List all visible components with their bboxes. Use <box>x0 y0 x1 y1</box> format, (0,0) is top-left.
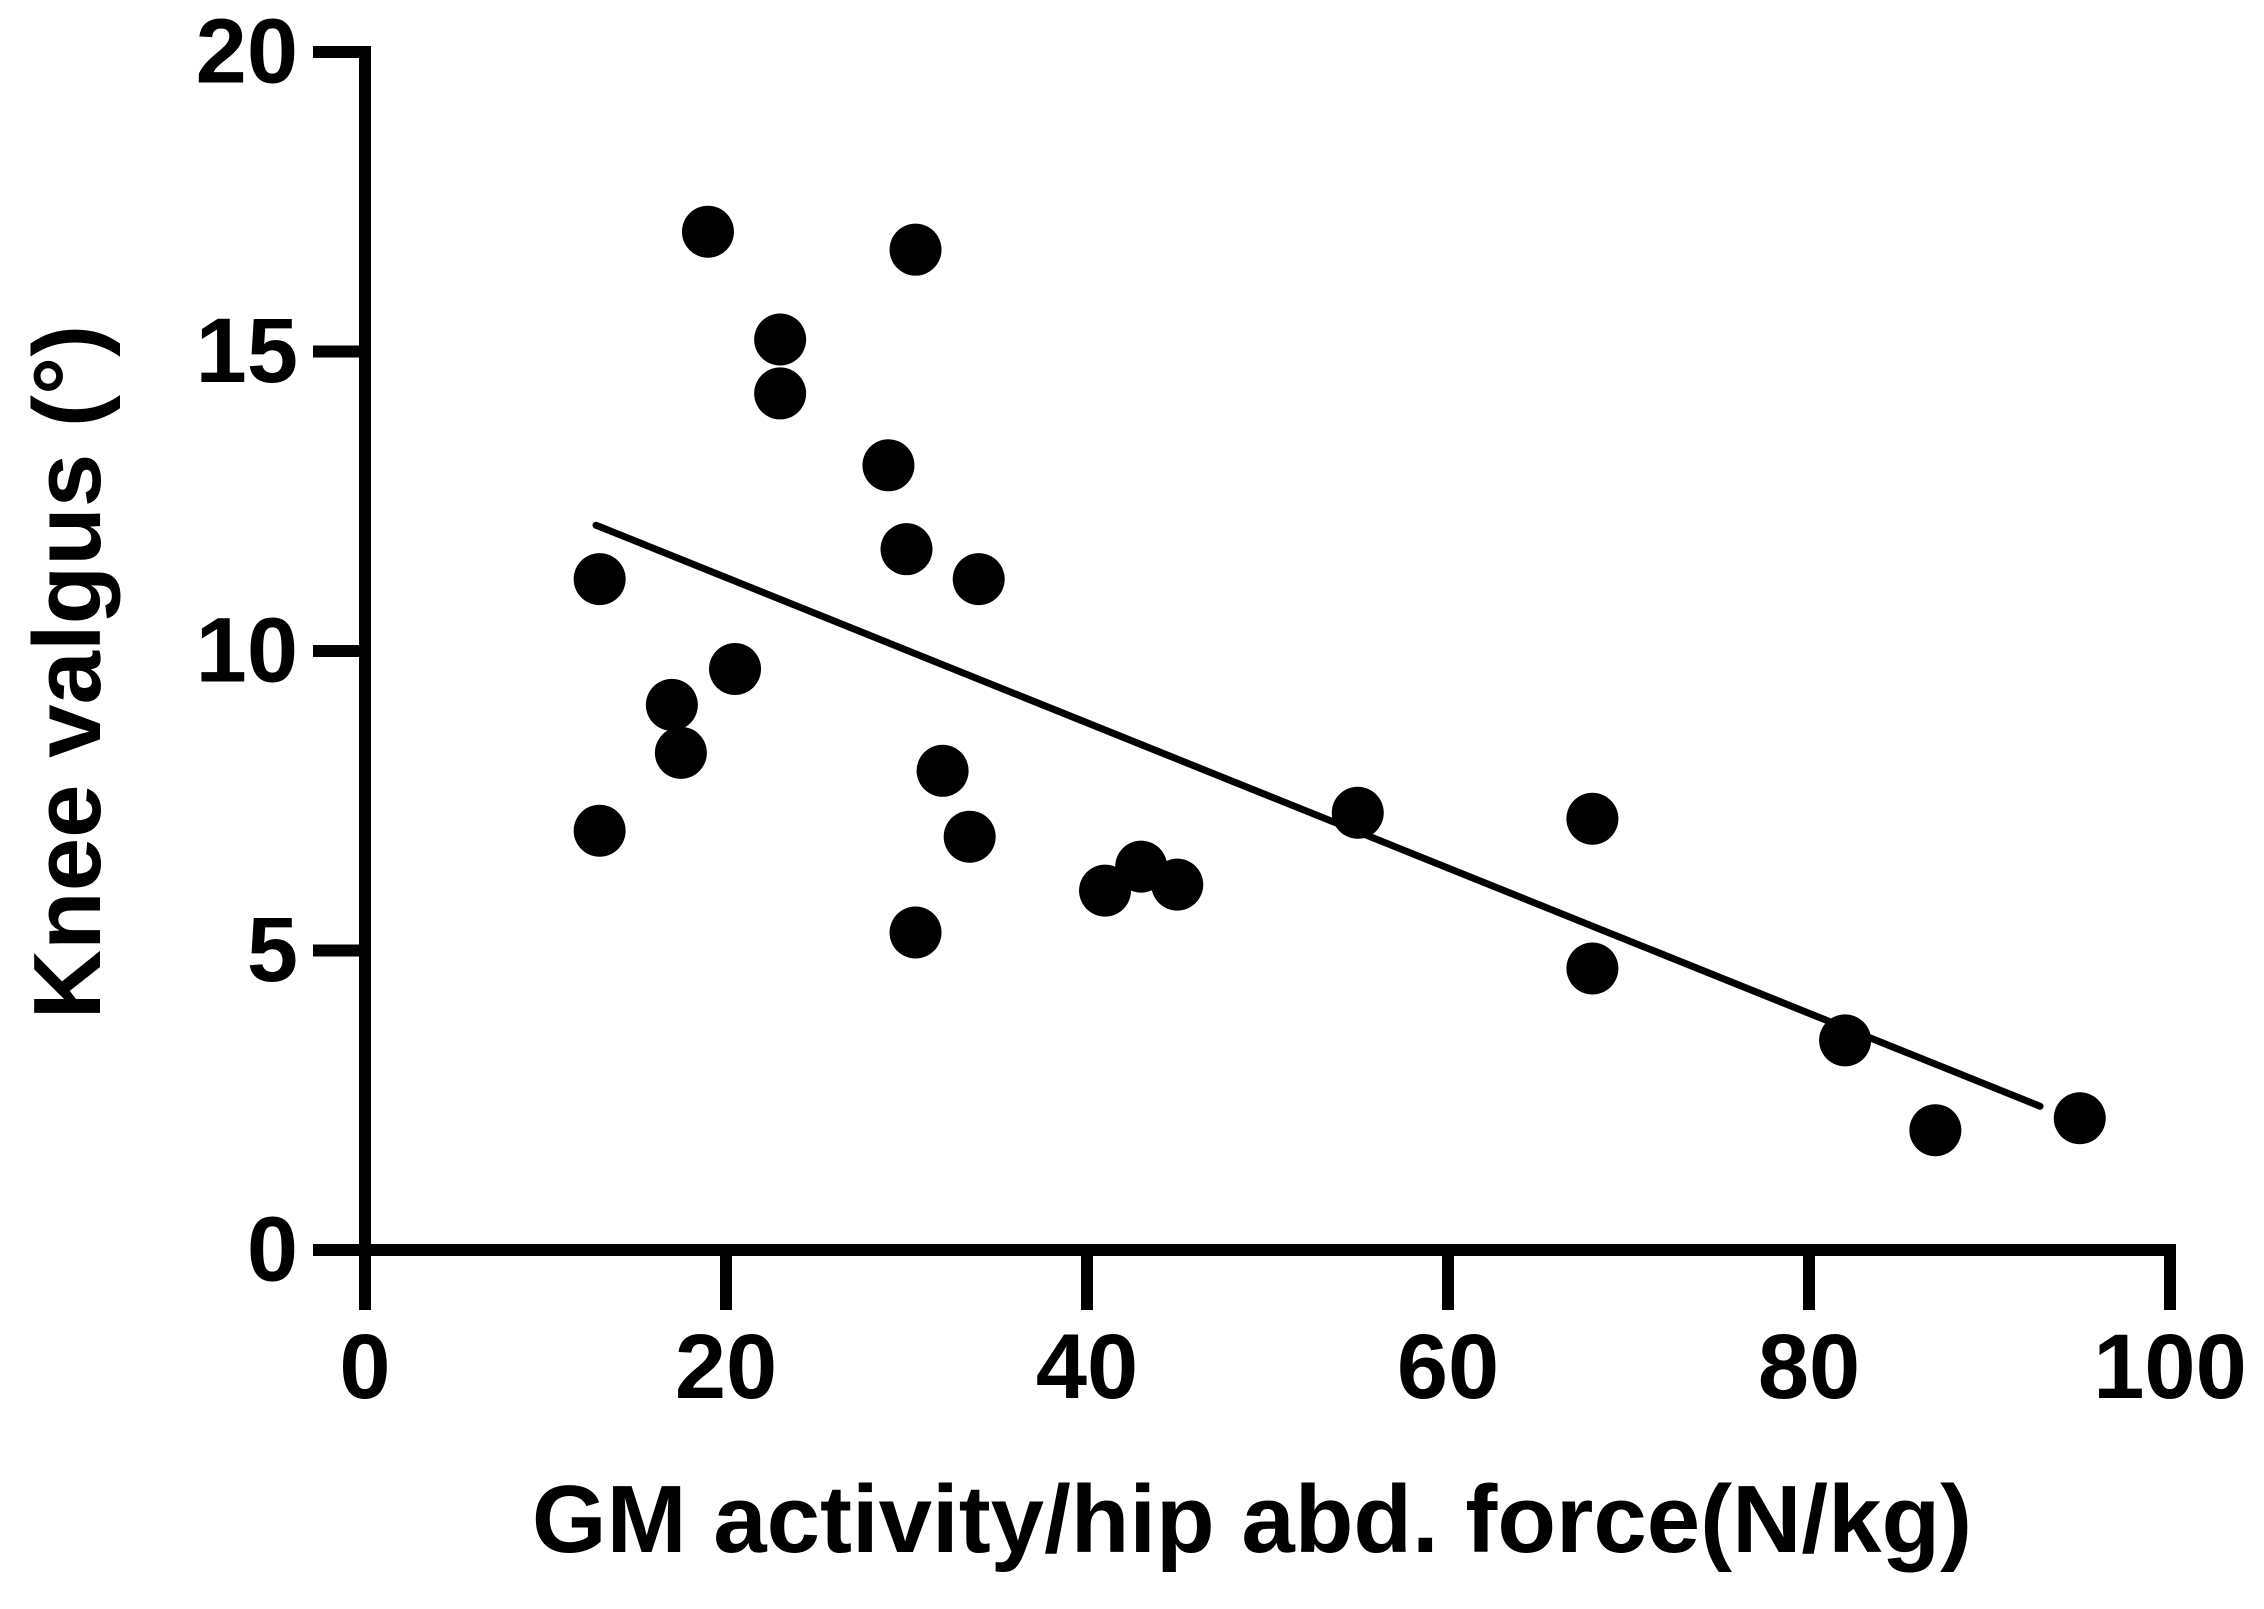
data-point <box>952 553 1005 606</box>
data-point <box>889 906 942 959</box>
data-point <box>862 439 915 492</box>
data-point <box>889 223 942 276</box>
x-axis-tick-label: 20 <box>675 1316 777 1418</box>
data-point <box>1151 858 1204 911</box>
data-point <box>1819 1014 1872 1067</box>
x-axis-tick-label: 40 <box>1036 1316 1138 1418</box>
data-point <box>880 523 933 576</box>
data-point <box>681 205 734 258</box>
data-point <box>1566 792 1619 845</box>
y-axis-tick-label: 15 <box>196 300 298 402</box>
x-axis-tick-label: 80 <box>1758 1316 1860 1418</box>
data-point <box>943 810 996 863</box>
y-axis-tick-label: 5 <box>247 899 298 1001</box>
y-axis-title: Knee valgus (°) <box>14 325 121 1020</box>
axis-tick-labels: 0 20 40 60 80 100 0 5 10 15 20 <box>196 0 2247 1418</box>
regression-line <box>592 521 2044 1110</box>
data-point <box>573 553 626 606</box>
data-point <box>754 367 807 420</box>
data-point <box>754 313 807 366</box>
data-point <box>1909 1104 1962 1157</box>
data-point <box>654 726 707 779</box>
data-point <box>573 804 626 857</box>
y-axis-tick-label: 20 <box>196 0 298 102</box>
x-axis-tick-label: 100 <box>2093 1316 2247 1418</box>
x-axis-title: GM activity/hip abd. force(N/kg) <box>532 1466 1972 1573</box>
data-point <box>916 744 969 797</box>
data-point <box>2053 1092 2106 1145</box>
data-point <box>1331 786 1384 839</box>
x-axis-tick-label: 0 <box>339 1316 390 1418</box>
data-points <box>573 205 2106 1157</box>
y-axis-tick-label: 10 <box>196 599 298 701</box>
axis-ticks <box>313 46 2176 1310</box>
data-point <box>709 642 762 695</box>
y-axis-tick-label: 0 <box>247 1198 298 1300</box>
x-axis-tick-label: 60 <box>1397 1316 1499 1418</box>
data-point <box>1566 942 1619 995</box>
data-point <box>645 678 698 731</box>
